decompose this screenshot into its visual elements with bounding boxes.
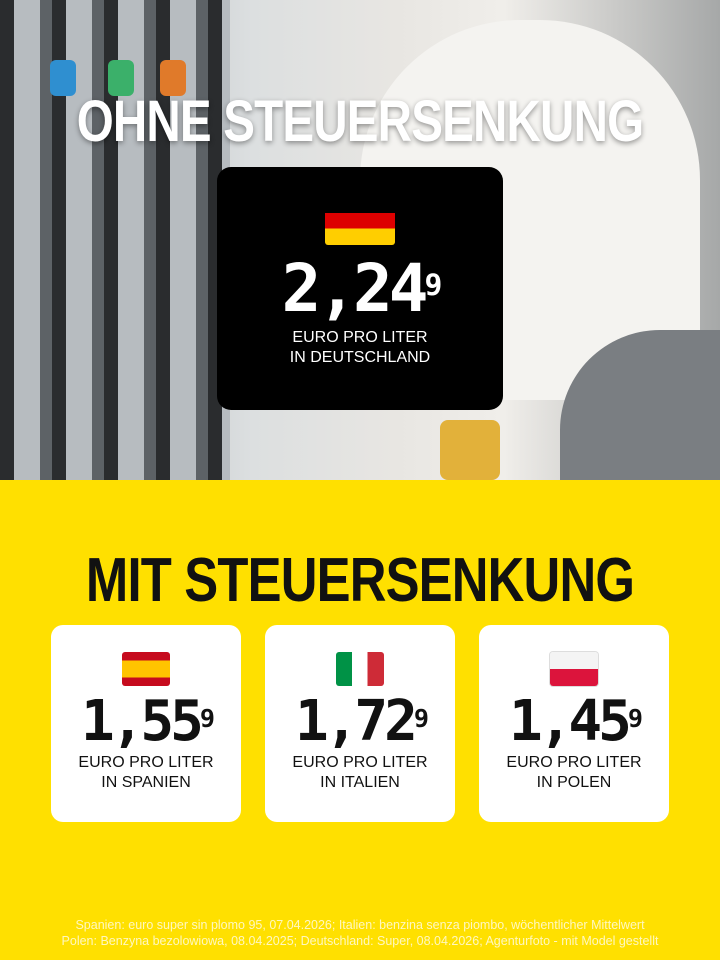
- italy-unit: EURO PRO LITER: [292, 754, 428, 771]
- germany-price: 2,249: [281, 250, 443, 327]
- germany-flag-icon: [325, 197, 395, 245]
- spain-price: 1,559: [80, 689, 215, 754]
- italy-flag-icon: [336, 652, 384, 686]
- poland-unit: EURO PRO LITER: [506, 754, 642, 771]
- background-photo: [0, 0, 720, 480]
- italy-location: IN ITALIEN: [320, 774, 400, 791]
- poland-price-card: 1,459 EURO PRO LITER IN POLEN: [479, 625, 669, 822]
- footnote-line-2: Polen: Benzyna bezolowiowa, 08.04.2025; …: [61, 934, 659, 948]
- source-footnote: Spanien: euro super sin plomo 95, 07.04.…: [0, 917, 720, 949]
- spain-price-card: 1,559 EURO PRO LITER IN SPANIEN: [51, 625, 241, 822]
- spain-unit: EURO PRO LITER: [78, 754, 214, 771]
- poland-location: IN POLEN: [536, 774, 612, 791]
- germany-location: IN DEUTSCHLAND: [289, 349, 431, 366]
- footnote-line-1: Spanien: euro super sin plomo 95, 07.04.…: [75, 918, 645, 932]
- nozzle-orange: [160, 60, 186, 96]
- italy-price: 1,729: [294, 689, 429, 754]
- germany-price-box: 2,249 EURO PRO LITER IN DEUTSCHLAND: [217, 167, 503, 410]
- spain-flag-icon: [122, 652, 170, 686]
- title-without-tax-cut: OHNE STEUERSENKUNG: [76, 89, 644, 154]
- spain-location: IN SPANIEN: [101, 774, 191, 791]
- nozzle-green: [108, 60, 134, 96]
- poland-flag-icon: [550, 652, 598, 686]
- germany-unit: EURO PRO LITER: [292, 329, 428, 346]
- nozzle-blue: [50, 60, 76, 96]
- poland-price: 1,459: [508, 689, 643, 754]
- italy-price-card: 1,729 EURO PRO LITER IN ITALIEN: [265, 625, 455, 822]
- title-with-tax-cut: MIT STEUERSENKUNG: [85, 546, 635, 615]
- fuel-nozzle: [440, 420, 500, 480]
